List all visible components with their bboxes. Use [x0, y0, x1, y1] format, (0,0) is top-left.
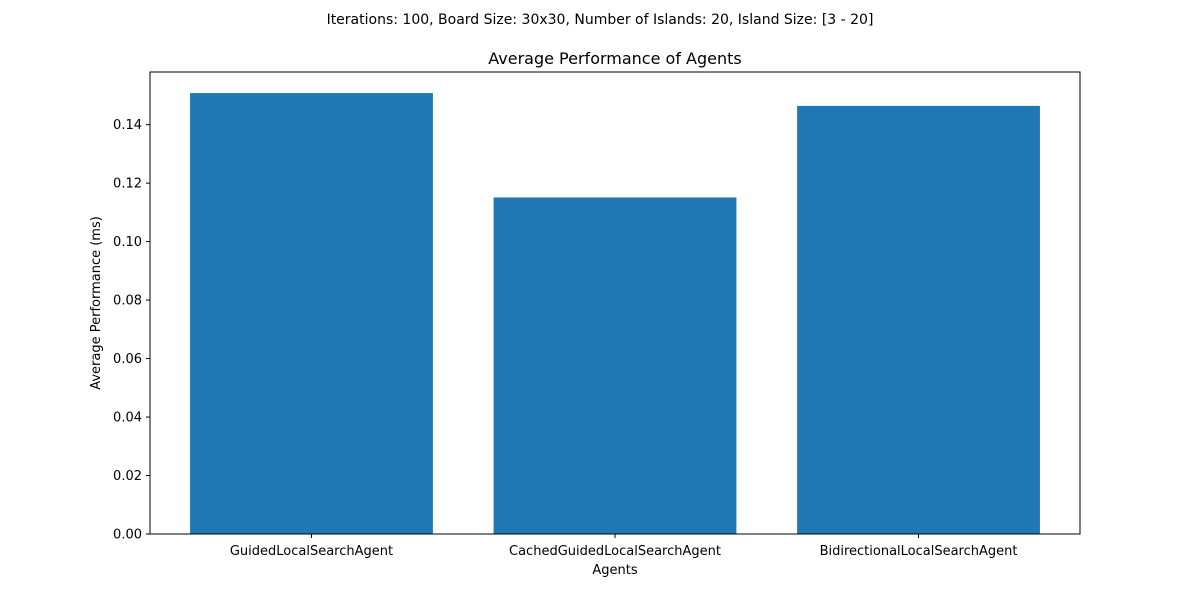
chart-suptitle: Iterations: 100, Board Size: 30x30, Numb…: [327, 12, 874, 28]
y-tick-label-1: 0.02: [113, 469, 142, 484]
y-tick-label-6: 0.12: [113, 177, 142, 192]
bars-group: [190, 93, 1040, 534]
x-tick-label-0: GuidedLocalSearchAgent: [230, 544, 393, 559]
plot-area-frame: [149, 71, 1081, 535]
x-axis-ticks: GuidedLocalSearchAgent CachedGuidedLocalS…: [230, 534, 1018, 559]
bar-0: [190, 93, 433, 534]
x-tick-label-2: BidirectionalLocalSearchAgent: [820, 544, 1018, 559]
y-axis-label: Average Performance (ms): [89, 216, 104, 390]
y-tick-label-0: 0.00: [113, 528, 142, 543]
y-tick-label-7: 0.14: [113, 118, 142, 133]
chart-title: Average Performance of Agents: [488, 49, 741, 68]
x-axis-label: Agents: [592, 563, 637, 578]
bar-1: [493, 197, 737, 534]
y-tick-label-5: 0.10: [113, 235, 142, 250]
y-tick-label-4: 0.08: [113, 294, 142, 309]
y-tick-label-3: 0.06: [113, 352, 142, 367]
x-tick-label-1: CachedGuidedLocalSearchAgent: [509, 544, 721, 559]
bar-2: [797, 105, 1040, 534]
y-tick-label-2: 0.04: [113, 411, 142, 426]
y-axis-ticks: 0.00 0.02 0.04 0.06 0.08 0.10 0.12 0.14: [113, 118, 150, 543]
